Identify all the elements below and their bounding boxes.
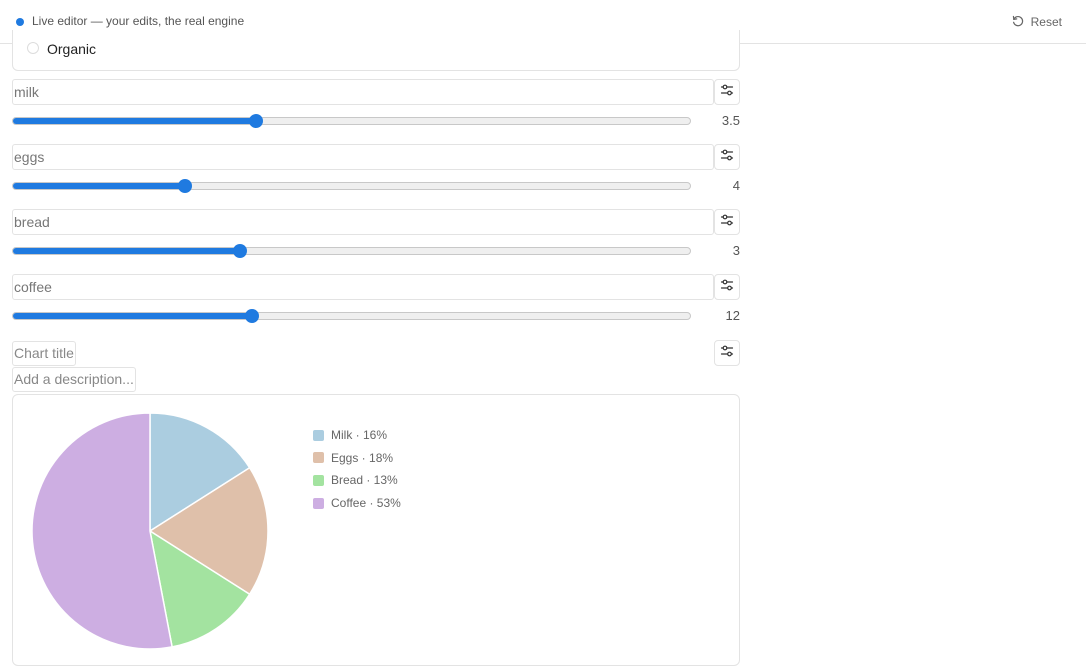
legend-label: Bread · 13% bbox=[331, 473, 398, 488]
slider-thumb-eggs[interactable] bbox=[178, 179, 193, 193]
slider-fill bbox=[13, 313, 253, 319]
item-slider-eggs[interactable] bbox=[12, 182, 691, 190]
slider-fill bbox=[13, 248, 242, 254]
slider-thumb-bread[interactable] bbox=[233, 244, 248, 258]
item-settings-button-milk[interactable] bbox=[714, 79, 740, 105]
legend-swatch bbox=[313, 474, 324, 486]
item-name-input-milk[interactable]: milk bbox=[12, 79, 714, 105]
sliders-icon bbox=[720, 344, 734, 363]
item-name-input-coffee[interactable]: coffee bbox=[12, 274, 714, 300]
item-value-eggs: 4 bbox=[732, 178, 740, 193]
sliders-icon bbox=[720, 83, 734, 102]
chart-card: Milk · 16% Eggs · 18% Bread · 13% Coffee · … bbox=[12, 394, 740, 666]
sliders-icon bbox=[720, 278, 734, 297]
item-slider-bread[interactable] bbox=[12, 247, 691, 255]
reset-icon bbox=[1011, 14, 1025, 31]
pie-slice-0 bbox=[149, 412, 251, 533]
legend-label: Milk · 16% bbox=[331, 428, 388, 443]
legend-item: Bread · 13% bbox=[313, 469, 401, 492]
item-value-bread: 3 bbox=[732, 243, 740, 258]
legend-item: Coffee · 53% bbox=[313, 492, 401, 515]
organic-radio[interactable] bbox=[27, 42, 39, 54]
item-name-input-bread[interactable]: bread bbox=[12, 209, 714, 235]
chart-settings-button[interactable] bbox=[714, 340, 740, 366]
item-settings-button-bread[interactable] bbox=[714, 209, 740, 235]
legend-swatch bbox=[313, 429, 324, 441]
reset-label: Reset bbox=[1030, 15, 1062, 29]
legend-swatch bbox=[313, 452, 324, 464]
item-settings-button-coffee[interactable] bbox=[714, 274, 740, 300]
item-value-milk: 3.5 bbox=[721, 113, 740, 128]
legend-swatch bbox=[313, 497, 324, 509]
legend-label: Eggs · 18% bbox=[331, 450, 394, 465]
chart-legend: Milk · 16% Eggs · 18% Bread · 13% Coffee · … bbox=[313, 424, 401, 514]
chart-title-input[interactable]: Chart title bbox=[12, 341, 76, 366]
pie-chart bbox=[31, 412, 269, 650]
options-card: Organic bbox=[12, 30, 740, 71]
chart-description-input[interactable]: Add a description... bbox=[12, 367, 136, 392]
item-name-input-eggs[interactable]: eggs bbox=[12, 144, 714, 170]
slider-fill bbox=[13, 118, 258, 124]
slider-thumb-coffee[interactable] bbox=[244, 309, 259, 323]
pie-slice-3 bbox=[31, 412, 173, 650]
item-value-coffee: 12 bbox=[725, 308, 740, 323]
item-slider-milk[interactable] bbox=[12, 117, 691, 125]
item-slider-coffee[interactable] bbox=[12, 312, 691, 320]
reset-button[interactable]: Reset bbox=[1011, 12, 1062, 32]
legend-item: Eggs · 18% bbox=[313, 447, 401, 470]
legend-label: Coffee · 53% bbox=[331, 496, 401, 511]
legend-item: Milk · 16% bbox=[313, 424, 401, 447]
pie-slice-2 bbox=[148, 529, 251, 648]
sliders-icon bbox=[720, 213, 734, 232]
sliders-icon bbox=[720, 148, 734, 167]
live-status-dot bbox=[16, 18, 24, 26]
item-settings-button-eggs[interactable] bbox=[714, 144, 740, 170]
slider-fill bbox=[13, 183, 187, 189]
slider-thumb-milk[interactable] bbox=[249, 114, 264, 128]
pie-slice-1 bbox=[148, 466, 269, 596]
live-status-text: Live editor — your edits, the real engin… bbox=[32, 14, 245, 28]
organic-label: Organic bbox=[47, 41, 97, 57]
